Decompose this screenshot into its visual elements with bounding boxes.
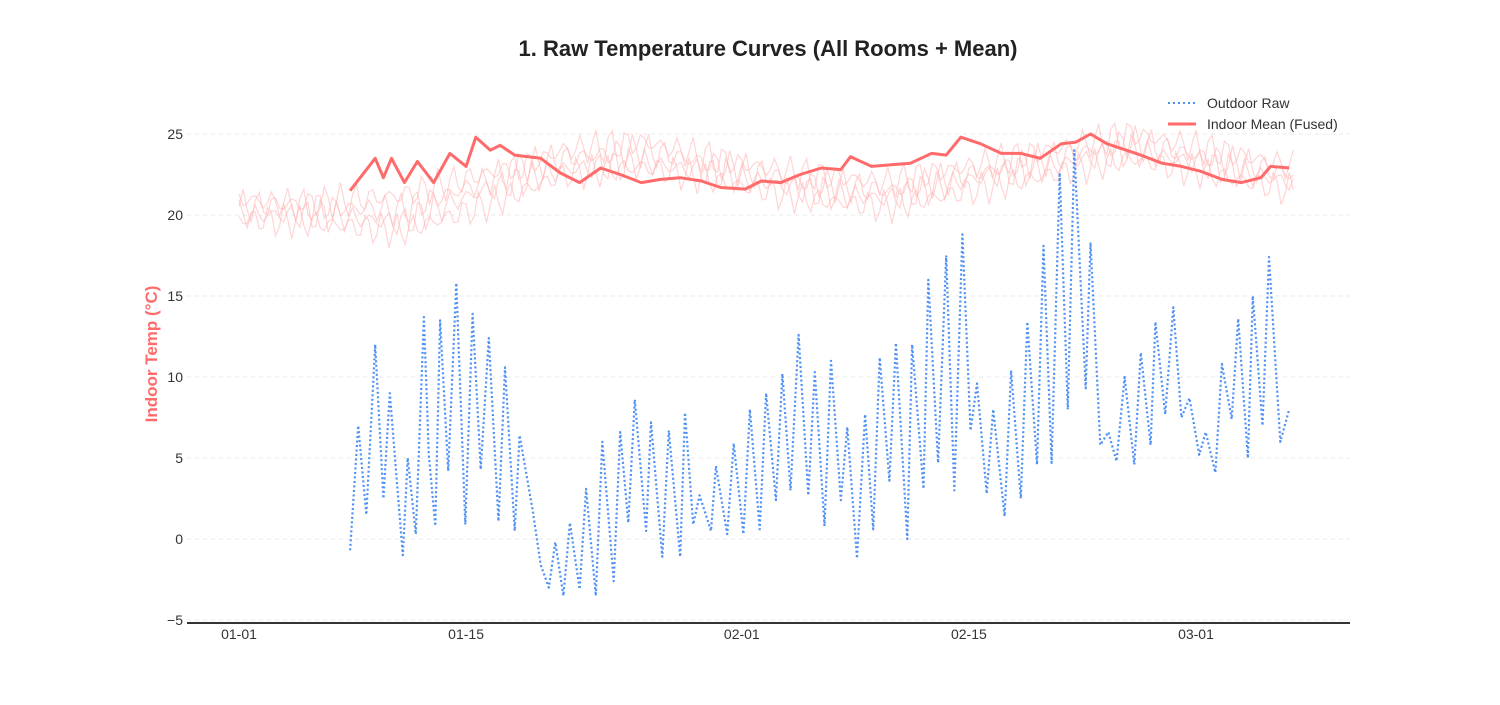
y-axis-ticks: −5 0 5 10 15 20 25 <box>167 126 183 628</box>
y-tick-label: 5 <box>175 450 183 466</box>
y-axis-label: Indoor Temp (°C) <box>142 286 161 423</box>
x-axis-ticks: 01-01 01-15 02-01 02-15 03-01 <box>221 626 1214 642</box>
x-tick-label: 02-15 <box>951 626 987 642</box>
series <box>348 132 1291 597</box>
legend: Outdoor Raw Indoor Mean (Fused) <box>1168 95 1338 132</box>
legend-mean-label: Indoor Mean (Fused) <box>1207 116 1338 132</box>
indoor-mean-line <box>348 132 1290 192</box>
y-tick-label: 0 <box>175 531 183 547</box>
grid <box>187 133 1350 621</box>
y-tick-label: 15 <box>167 288 183 304</box>
y-tick-label: 20 <box>167 207 183 223</box>
room-curves <box>238 121 1294 248</box>
y-tick-label: 10 <box>167 369 183 385</box>
y-tick-label: −5 <box>167 612 183 628</box>
x-tick-label: 01-01 <box>221 626 257 642</box>
legend-outdoor-label: Outdoor Raw <box>1207 95 1290 111</box>
room-curve <box>238 147 1294 248</box>
y-tick-label: 25 <box>167 126 183 142</box>
x-tick-label: 03-01 <box>1178 626 1214 642</box>
chart-title: 1. Raw Temperature Curves (All Rooms + M… <box>518 36 1017 61</box>
room-curve <box>238 121 1294 227</box>
x-tick-label: 01-15 <box>448 626 484 642</box>
x-tick-label: 02-01 <box>724 626 760 642</box>
room-curve <box>238 134 1294 236</box>
outdoor-raw-line <box>349 149 1291 597</box>
